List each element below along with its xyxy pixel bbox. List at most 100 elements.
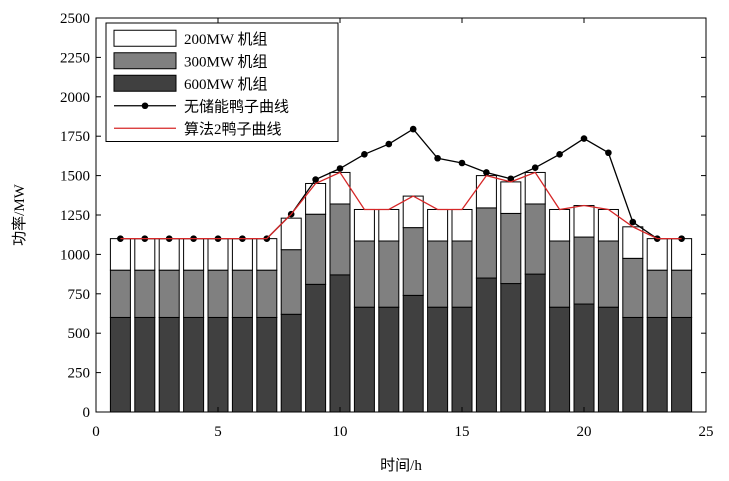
bar-s1-x9 xyxy=(305,213,327,285)
bar-s2-x15 xyxy=(451,208,473,242)
bar-s0-x3 xyxy=(158,316,180,413)
point-s3-x13 xyxy=(409,125,417,133)
legend-label: 600MW 机组 xyxy=(184,76,267,93)
point-s3-x16 xyxy=(483,169,490,176)
bar-s2-x12 xyxy=(378,208,400,242)
bar-s1-x17 xyxy=(500,212,522,285)
point-s3-x15 xyxy=(458,159,466,167)
legend-swatch-2 xyxy=(113,29,177,47)
line-series-4 xyxy=(120,171,682,240)
point-s3-x11 xyxy=(361,151,368,158)
bar-s0-x21 xyxy=(597,306,619,413)
bar-s1-x2 xyxy=(134,269,156,318)
bar-s2-x17 xyxy=(500,181,522,214)
x-axis-ticks: 0 5 10 15 20 25 xyxy=(92,18,714,440)
bar-s1-x18 xyxy=(524,203,546,275)
bar-s2-x11 xyxy=(353,208,375,242)
bar-s2-x8 xyxy=(280,217,302,251)
point-s3-x9 xyxy=(312,176,319,183)
bar-s0-x6 xyxy=(231,316,253,413)
bar-s1-x5 xyxy=(207,269,229,318)
x-tick-label: 25 xyxy=(699,424,714,440)
bar-s2-x5 xyxy=(207,238,229,271)
bar-s0-x8 xyxy=(280,313,302,413)
point-s3-x20 xyxy=(580,135,588,142)
y-axis-ticks: 0 250 500 750 1000 1250 1500 1750 2000 2250 2500 xyxy=(60,11,706,421)
point-s3-x1 xyxy=(117,235,124,242)
y-axis-label: 功率/MW xyxy=(11,183,28,246)
bar-s1-x8 xyxy=(280,249,302,315)
bar-s0-x7 xyxy=(256,316,278,413)
x-tick-label: 20 xyxy=(577,424,592,440)
x-tick-label: 0 xyxy=(92,424,100,440)
bar-s2-x7 xyxy=(256,238,278,271)
bar-s0-x2 xyxy=(134,316,156,413)
legend-marker-3 xyxy=(141,102,149,110)
bar-s2-x14 xyxy=(427,208,449,242)
bar-s1-x20 xyxy=(573,236,595,305)
bar-s1-x16 xyxy=(475,207,497,279)
bar-s2-x10 xyxy=(329,171,351,205)
bar-s0-x23 xyxy=(646,316,668,413)
line-series-3 xyxy=(120,128,682,240)
point-s3-x21 xyxy=(605,149,612,157)
x-axis-label: 时间/h xyxy=(380,457,422,474)
bar-s0-x19 xyxy=(549,306,571,413)
bar-s0-x16 xyxy=(475,277,497,413)
y-tick-label: 250 xyxy=(68,366,91,382)
bar-s1-x23 xyxy=(646,269,668,318)
bar-s1-x24 xyxy=(671,269,693,318)
y-tick-label: 1250 xyxy=(60,208,90,224)
bar-s0-x10 xyxy=(329,274,351,413)
bar-s2-x19 xyxy=(549,208,571,242)
point-s3-x10 xyxy=(336,165,344,172)
bar-s1-x19 xyxy=(549,240,571,308)
legend-swatch-1 xyxy=(113,52,177,70)
bar-s2-x22 xyxy=(622,226,644,259)
point-s3-x19 xyxy=(556,151,563,158)
bar-s2-x20 xyxy=(573,205,595,238)
point-s3-x17 xyxy=(507,175,515,183)
bar-s2-x13 xyxy=(402,195,424,229)
bar-s2-x1 xyxy=(109,238,131,271)
bar-s0-x20 xyxy=(573,303,595,413)
bar-s1-x10 xyxy=(329,203,351,276)
y-tick-label: 2000 xyxy=(60,90,90,106)
bar-s0-x1 xyxy=(109,316,131,413)
legend-label: 无储能鸭子曲线 xyxy=(184,98,289,115)
bar-s2-x6 xyxy=(231,238,253,271)
bar-s1-x22 xyxy=(622,257,644,318)
bar-s0-x17 xyxy=(500,283,522,413)
bar-s0-x18 xyxy=(524,273,546,413)
bar-s2-x3 xyxy=(158,238,180,271)
bar-s1-x15 xyxy=(451,240,473,308)
bar-s2-x24 xyxy=(671,238,693,271)
bar-s1-x21 xyxy=(597,240,619,308)
legend-label: 200MW 机组 xyxy=(184,31,267,48)
y-tick-label: 1750 xyxy=(60,129,90,145)
bar-s0-x9 xyxy=(305,283,327,413)
bar-s1-x13 xyxy=(402,227,424,296)
point-s3-x14 xyxy=(434,154,441,162)
y-tick-label: 500 xyxy=(68,326,91,342)
x-tick-label: 5 xyxy=(214,424,222,440)
bar-s1-x3 xyxy=(158,269,180,318)
bar-s1-x7 xyxy=(256,269,278,318)
bar-s1-x11 xyxy=(353,240,375,308)
legend-label: 300MW 机组 xyxy=(184,53,267,70)
bar-s0-x12 xyxy=(378,306,400,413)
bar-s2-x23 xyxy=(646,238,668,271)
bar-s2-x18 xyxy=(524,171,546,205)
bar-s1-x1 xyxy=(109,269,131,318)
y-tick-label: 2250 xyxy=(60,50,90,66)
y-tick-label: 1500 xyxy=(60,169,90,185)
y-tick-label: 1000 xyxy=(60,247,90,263)
bar-s0-x4 xyxy=(183,316,205,413)
bar-s2-x4 xyxy=(183,238,205,271)
point-s3-x22 xyxy=(629,218,637,226)
bar-s0-x5 xyxy=(207,316,229,413)
bar-s0-x11 xyxy=(353,306,375,413)
bar-s1-x4 xyxy=(183,269,205,318)
